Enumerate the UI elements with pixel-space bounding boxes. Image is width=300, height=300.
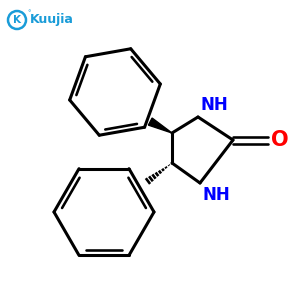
Text: Kuujia: Kuujia (30, 14, 74, 26)
Text: NH: NH (201, 96, 229, 114)
Text: NH: NH (203, 186, 231, 204)
Text: K: K (13, 15, 21, 25)
Polygon shape (148, 118, 172, 133)
Text: °: ° (27, 10, 31, 16)
Text: O: O (271, 130, 289, 150)
